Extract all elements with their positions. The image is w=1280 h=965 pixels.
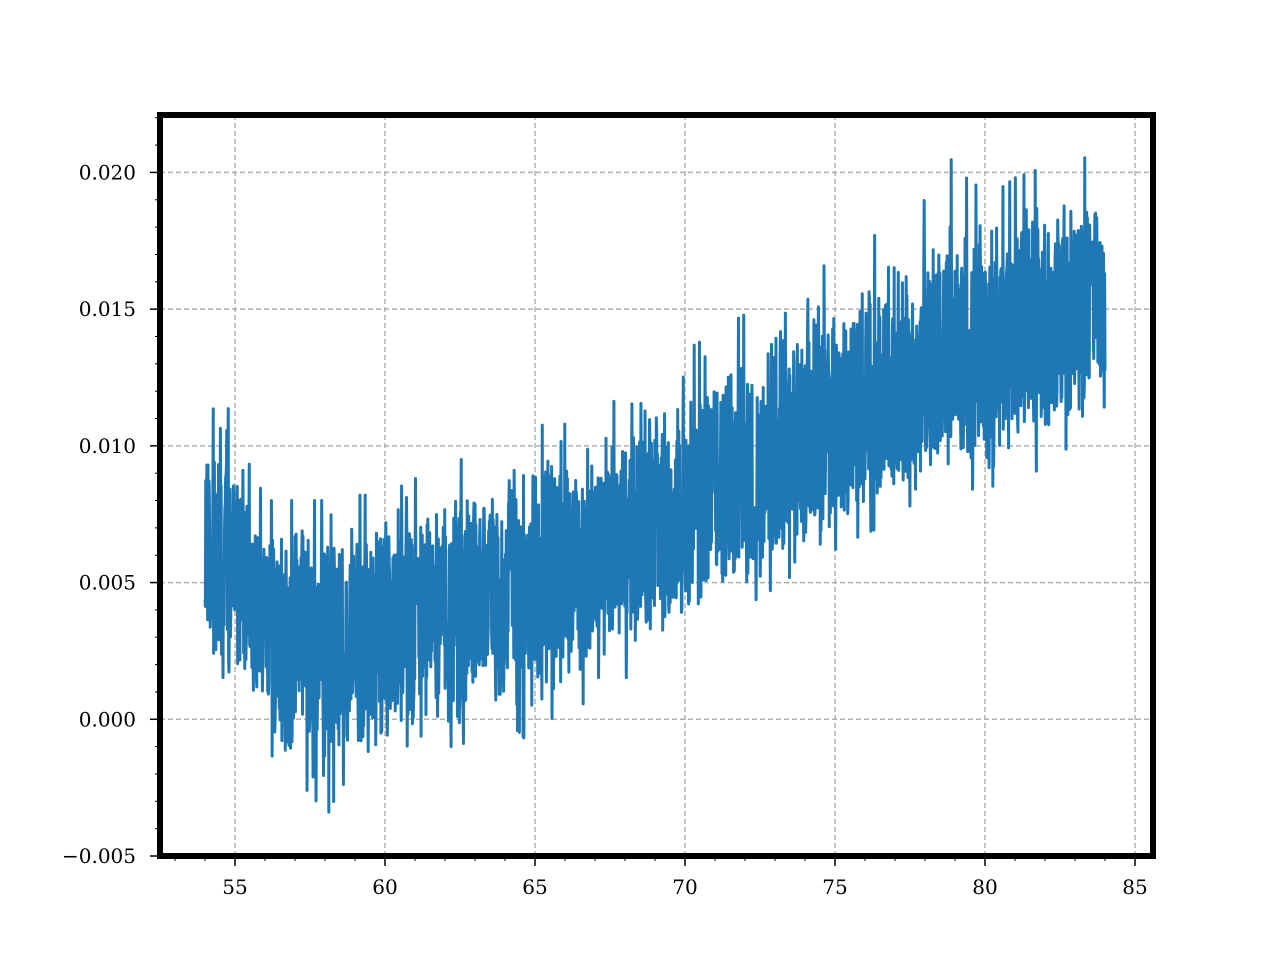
y-tick-label: 0.015 [79, 297, 136, 321]
y-tick-label: 0.005 [79, 571, 136, 595]
plot-frame [157, 112, 1156, 859]
plot-series [203, 156, 1107, 814]
x-tick-label: 80 [972, 875, 997, 899]
y-tick-label: 0.020 [79, 160, 136, 184]
y-tick-label: 0.010 [79, 434, 136, 458]
y-tick-label: −0.005 [62, 844, 136, 868]
x-tick-label: 85 [1122, 875, 1147, 899]
x-tick-label: 70 [672, 875, 697, 899]
y-tick-label: 0.000 [79, 707, 136, 731]
x-tick-label: 65 [522, 875, 547, 899]
x-tick-label: 55 [222, 875, 247, 899]
data-line [203, 156, 1107, 814]
x-tick-label: 60 [372, 875, 397, 899]
axis-ticks: 55 60 65 70 75 80 85 −0.005 0.000 0.005 0.010 0.015… [62, 117, 1148, 899]
x-tick-label: 75 [822, 875, 847, 899]
